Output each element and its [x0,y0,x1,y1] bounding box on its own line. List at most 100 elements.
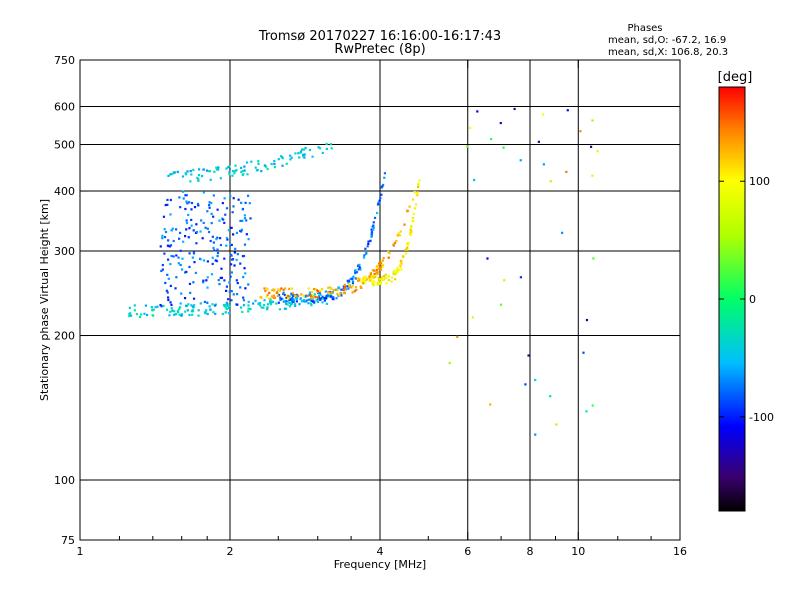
echo-point [163,252,166,255]
echo-point [163,228,166,231]
echo-point [160,269,163,273]
stats-x-mode: mean, sd,X: 106.8, 20.3 [608,47,728,58]
echo-point [212,241,215,244]
echo-point [167,277,170,280]
echo-point [364,252,368,255]
echo-point [200,219,203,222]
echo-point [359,268,362,271]
echo-point [281,156,284,159]
echo-point [362,278,365,281]
echo-point [325,147,328,151]
echo-point [145,313,149,317]
echo-point [350,286,353,289]
echo-point [224,306,228,309]
y-tick-label: 750 [54,54,75,67]
echo-point [277,301,280,304]
echo-point [371,276,374,279]
echo-point [188,282,192,286]
echo-point [409,227,413,230]
echo-point [242,173,245,176]
echo-point [287,297,290,300]
echo-point [206,312,209,316]
echo-point [192,229,195,232]
echo-point [243,214,246,217]
echo-point [205,279,208,282]
echo-point [372,269,375,272]
echo-point [213,304,217,307]
echo-point [169,244,173,247]
echo-point [353,290,356,293]
echo-point [173,313,176,316]
echo-point [263,287,266,290]
echo-point [170,303,173,306]
echo-point [225,285,228,288]
echo-point [338,293,341,297]
echo-point [406,244,409,247]
echo-point [199,302,202,305]
echo-point [225,301,228,304]
echo-point [279,298,282,301]
echo-point [197,309,200,312]
echo-point [164,281,167,285]
echo-point [315,289,318,292]
echo-point [244,287,247,290]
echo-point [362,276,366,279]
echo-point [185,194,188,197]
echo-point [411,216,415,220]
y-tick-label: 300 [54,245,75,258]
echo-point [387,275,390,278]
echo-point [201,237,204,240]
echo-point [321,301,324,304]
echo-point [277,293,281,297]
echo-point [240,201,243,204]
echo-point [333,289,336,292]
echo-point [283,293,287,297]
echo-point [287,294,290,297]
echo-point [254,166,257,169]
echo-point [294,304,297,308]
echo-point [184,194,187,197]
echo-point [166,273,169,276]
echo-point [205,169,209,172]
echo-point [319,297,322,300]
echo-point [406,246,409,249]
echo-point [282,292,285,295]
echo-point [210,273,214,276]
echo-point [295,293,299,296]
echo-point [187,213,190,217]
echo-point [236,303,239,306]
echo-point [339,291,342,295]
echo-point [167,258,170,261]
echo-point [227,312,231,315]
echo-point [189,291,192,294]
echo-point [288,295,291,298]
echo-point [207,230,211,234]
echo-point [255,169,259,172]
echo-point [316,297,320,301]
echo-point [227,229,230,232]
echo-point [385,282,388,285]
echo-point [190,304,193,307]
echo-point [234,170,237,173]
echo-point [180,314,183,317]
echo-point [162,215,166,218]
echo-point [596,150,599,153]
echo-point [585,410,588,413]
echo-point [378,278,382,281]
echo-point [380,193,383,196]
echo-point [248,202,251,205]
echo-point [229,263,233,266]
echo-point [384,273,387,276]
echo-point [390,280,393,283]
echo-point [387,256,390,259]
echo-point [241,219,244,222]
echo-point [266,167,269,171]
echo-point [362,282,365,285]
echo-point [472,178,476,182]
echo-point [215,260,219,263]
echo-point [239,306,243,309]
axis-ticks: 1 2 4 6 8 10 16 75 100 200 300 400 500 600 750 [54,54,687,558]
echo-point [486,257,489,260]
echo-point [202,259,206,262]
